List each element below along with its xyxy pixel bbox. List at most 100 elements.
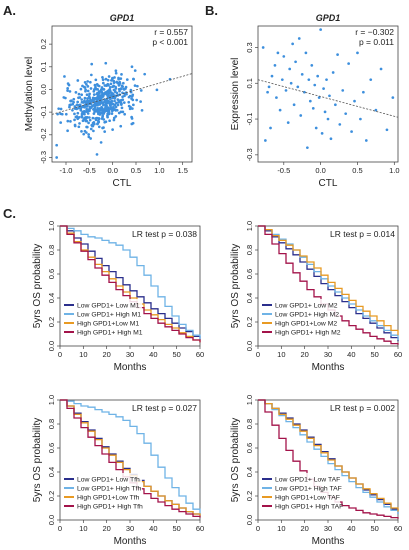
scatter-point xyxy=(269,126,272,130)
scatter-point xyxy=(104,106,107,109)
x-tick-label: 20 xyxy=(300,524,308,533)
x-axis-title: Months xyxy=(114,536,147,547)
scatter-point xyxy=(98,112,102,116)
scatter-point xyxy=(77,125,81,129)
y-tick-label: 0.4 xyxy=(245,467,254,477)
scatter-point xyxy=(88,118,92,122)
scatter-point xyxy=(85,125,89,129)
x-tick-label: 0.0 xyxy=(315,166,325,175)
scatter-point xyxy=(83,81,87,84)
scatter-point xyxy=(89,137,92,140)
scatter-point xyxy=(88,96,92,100)
scatter-point xyxy=(304,51,308,55)
y-tick-label: 1.0 xyxy=(245,221,254,231)
scatter-point xyxy=(68,103,72,107)
scatter-point xyxy=(117,87,121,91)
logrank-test-label: LR test p = 0.014 xyxy=(330,229,395,239)
correlation-r: r = −0.302 xyxy=(355,27,394,37)
x-tick-label: 1.0 xyxy=(154,166,164,175)
survival-curve-2 xyxy=(60,225,201,340)
scatter-point xyxy=(114,71,118,75)
x-tick-label: 0 xyxy=(58,350,62,359)
scatter-point xyxy=(369,78,373,82)
scatter-point xyxy=(94,87,97,90)
scatter-point xyxy=(106,78,110,82)
scatter-point xyxy=(84,131,88,134)
scatter-point xyxy=(291,42,294,46)
x-axis-title: Months xyxy=(312,362,345,373)
scatter-point xyxy=(59,112,62,116)
scatter-point xyxy=(114,85,117,89)
scatter-point xyxy=(131,121,135,125)
scatter-point xyxy=(139,100,142,103)
scatter-point xyxy=(82,132,86,136)
x-tick-label: 30 xyxy=(126,524,134,533)
correlation-r: r = 0.557 xyxy=(154,27,188,37)
scatter-point xyxy=(119,101,122,104)
scatter-point xyxy=(86,89,90,93)
y-tick-label: 1.0 xyxy=(47,395,56,405)
legend-label: High GPD1+Low TAF xyxy=(275,495,340,502)
scatter-point xyxy=(55,143,59,147)
scatter-point xyxy=(362,90,365,94)
x-tick-label: 50 xyxy=(172,350,180,359)
x-tick-label: -0.5 xyxy=(83,166,96,175)
legend-label: Low GPD1+ High M2 xyxy=(275,312,339,319)
scatter-point xyxy=(114,69,118,73)
y-tick-label: 1.0 xyxy=(47,221,56,231)
scatter-point xyxy=(104,61,108,65)
scatter-point xyxy=(68,90,72,93)
scatter-point xyxy=(66,89,69,92)
scatter-point xyxy=(102,108,105,111)
scatter-point xyxy=(133,84,137,87)
scatter-point xyxy=(112,88,116,92)
scatter-point xyxy=(364,139,368,142)
scatter-points xyxy=(55,61,172,159)
scatter-point xyxy=(84,117,87,121)
scatter-point xyxy=(87,133,90,136)
x-tick-label: 1.0 xyxy=(389,166,399,175)
legend-label: High GPD1+ High Tfh xyxy=(77,504,143,511)
scatter-point xyxy=(110,112,114,115)
x-tick-label: 50 xyxy=(370,350,378,359)
scatter-point xyxy=(66,86,70,90)
scatter-point xyxy=(104,77,108,81)
legend-box xyxy=(260,299,340,337)
x-tick-label: 1.5 xyxy=(177,166,187,175)
y-tick-label: 0.8 xyxy=(245,419,254,429)
scatter-point xyxy=(90,105,94,108)
scatter-point xyxy=(84,119,88,123)
scatter-point xyxy=(101,114,105,118)
p-value: p = 0.011 xyxy=(359,37,394,47)
scatter-point xyxy=(112,105,115,109)
scatter-point xyxy=(282,55,286,58)
y-tick-label: -0.3 xyxy=(245,148,254,161)
scatter-point xyxy=(56,112,59,116)
scatter-point xyxy=(374,108,378,112)
scatter-point xyxy=(353,99,356,103)
scatter-point xyxy=(111,76,114,80)
scatter-point xyxy=(113,76,116,79)
scatter-point xyxy=(85,93,89,97)
logrank-test-label: LR test p = 0.038 xyxy=(132,229,197,239)
scatter-point xyxy=(106,91,109,95)
scatter-point xyxy=(66,129,69,133)
scatter-point xyxy=(86,80,90,83)
scatter-point xyxy=(97,117,101,120)
scatter-point xyxy=(300,72,304,76)
scatter-point xyxy=(127,95,131,99)
scatter-point xyxy=(280,78,284,82)
panel-label-c: C. xyxy=(3,206,16,221)
scatter-point xyxy=(267,85,271,89)
scatter-point xyxy=(87,135,91,139)
y-axis-title: 5yrs OS probability xyxy=(32,418,43,502)
scatter-point xyxy=(117,76,120,80)
scatter-point xyxy=(103,130,107,134)
scatter-point xyxy=(133,69,137,72)
scatter-point xyxy=(84,88,87,92)
scatter-point xyxy=(83,99,86,103)
scatter-point xyxy=(119,103,123,106)
scatter-point xyxy=(125,78,129,81)
scatter-point xyxy=(80,93,84,97)
scatter-point xyxy=(130,65,134,69)
